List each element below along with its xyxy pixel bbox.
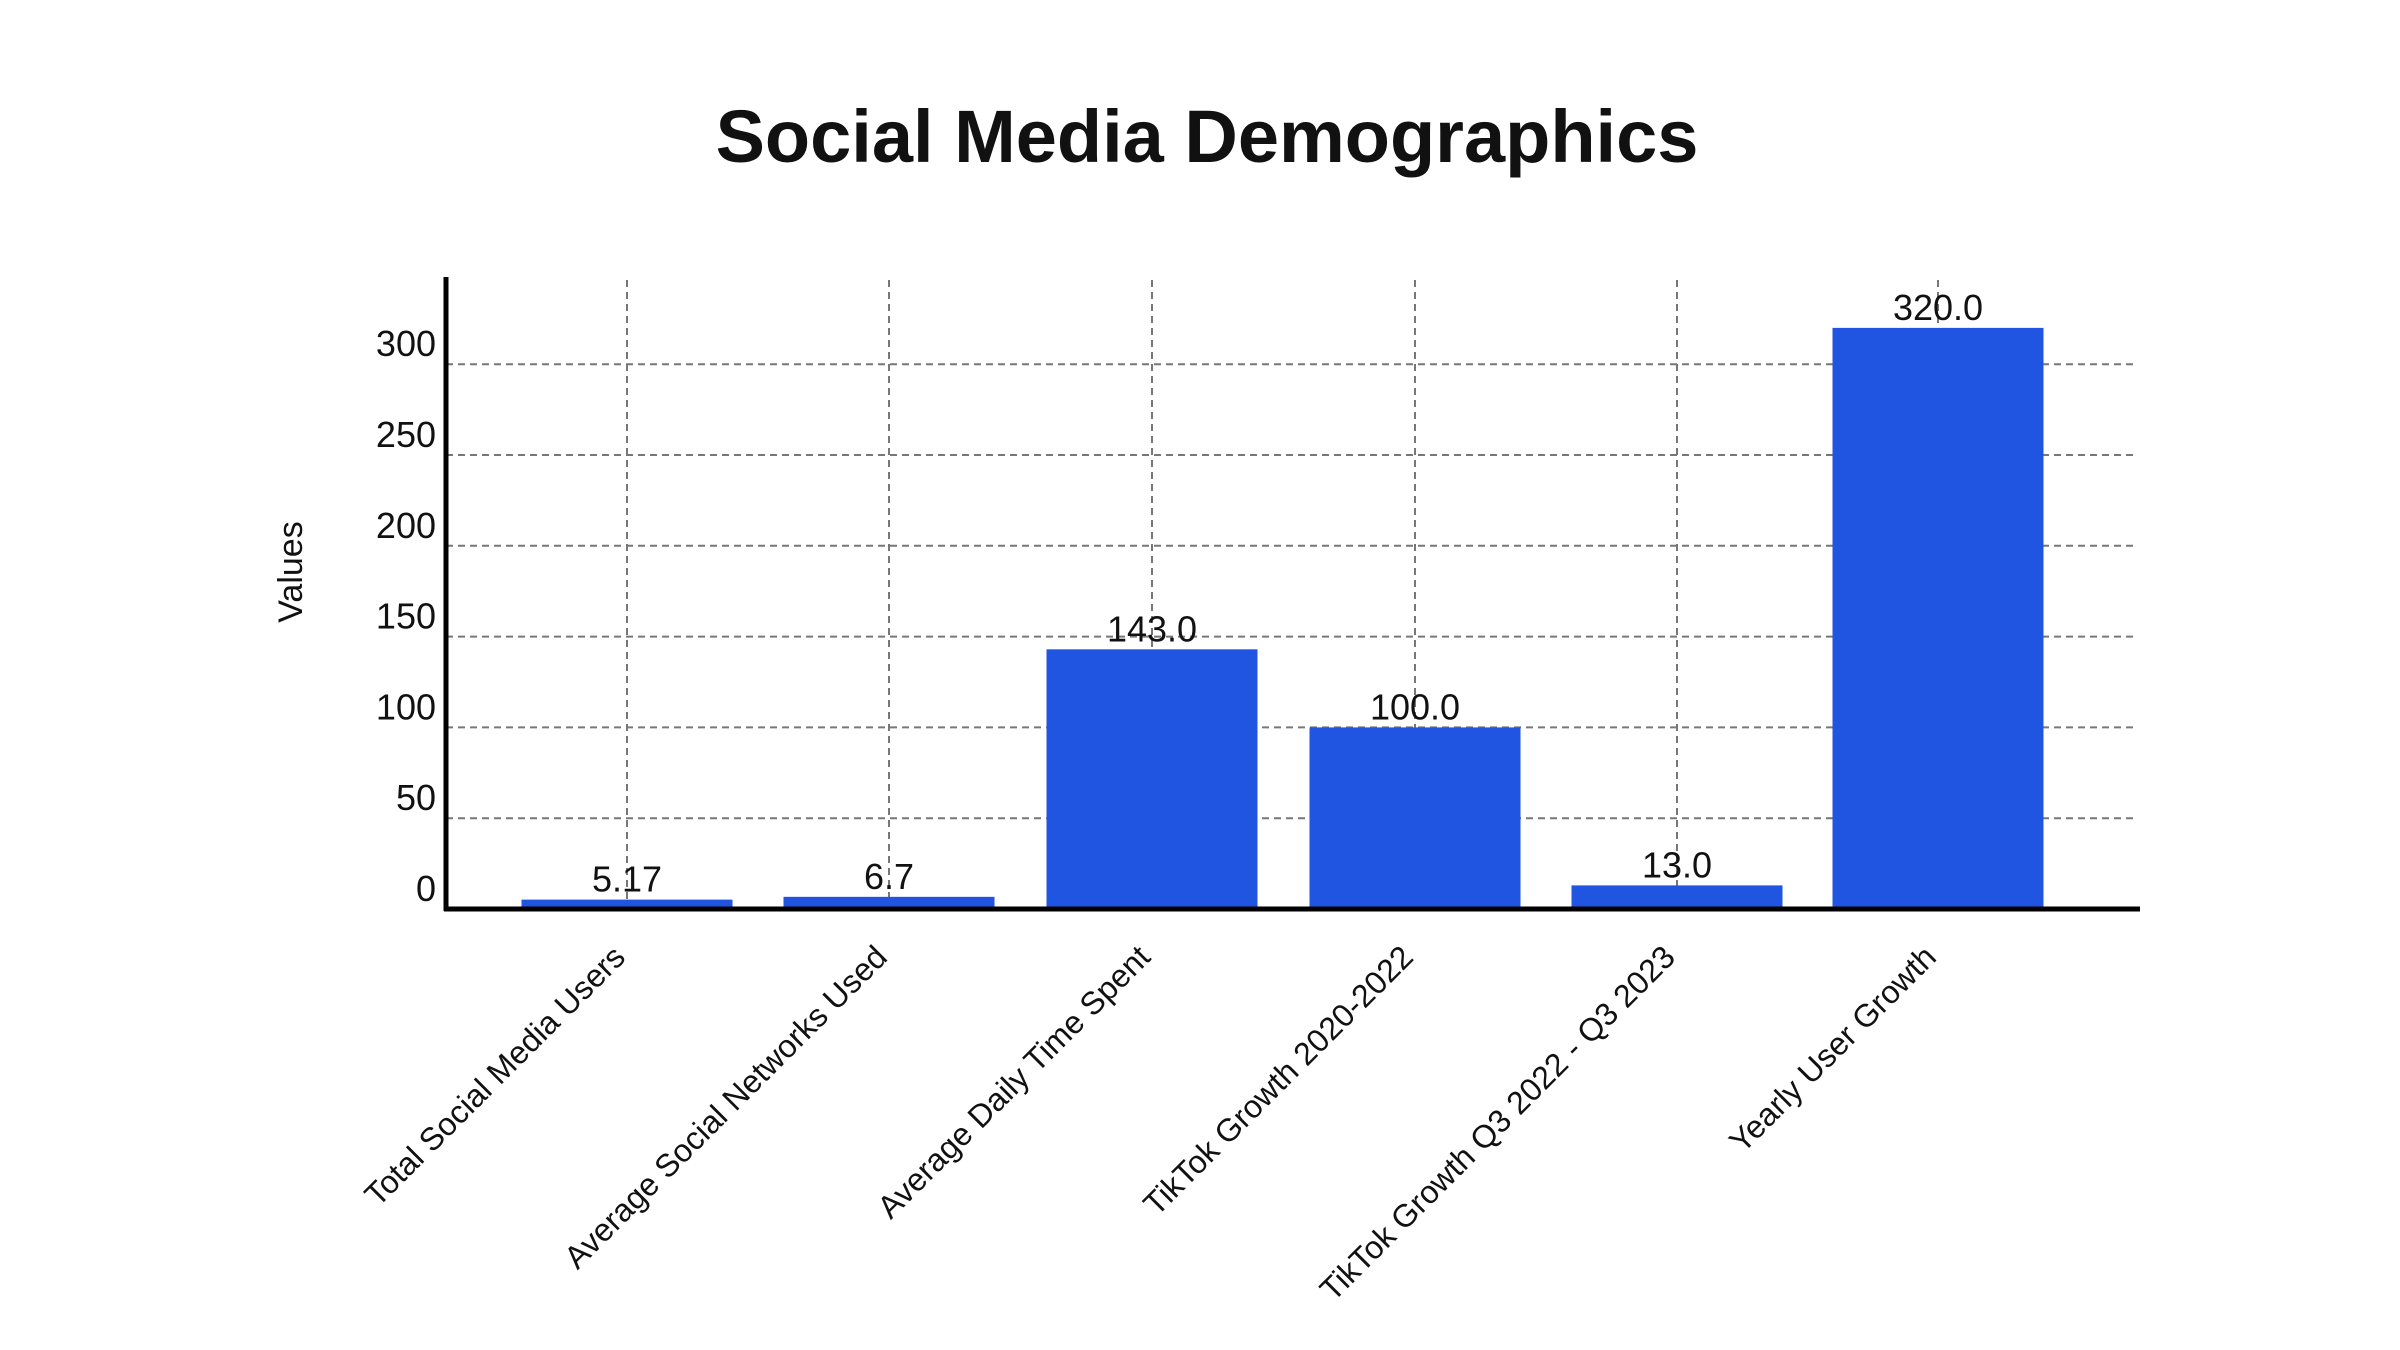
y-tick-label: 250 xyxy=(376,414,436,455)
y-tick-label: 0 xyxy=(416,868,436,909)
data-label: 13.0 xyxy=(1642,844,1712,885)
data-label: 5.17 xyxy=(592,859,662,900)
chart-title: Social Media Demographics xyxy=(716,95,1699,178)
bar xyxy=(1571,885,1783,909)
bar xyxy=(1046,649,1258,909)
x-tick-label: Yearly User Growth xyxy=(1722,938,1943,1159)
data-label: 6.7 xyxy=(864,856,914,897)
y-tick-label: 200 xyxy=(376,505,436,546)
bar xyxy=(783,896,995,909)
y-axis-label: Values xyxy=(272,521,310,622)
data-label: 320.0 xyxy=(1893,287,1983,328)
y-tick-label: 300 xyxy=(376,323,436,364)
x-tick-label: Total Social Media Users xyxy=(357,938,631,1212)
x-tick-label: TikTok Growth 2020-2022 xyxy=(1136,938,1420,1222)
bar xyxy=(1832,327,2044,909)
y-tick-label: 100 xyxy=(376,686,436,727)
data-label: 100.0 xyxy=(1370,686,1460,727)
x-tick-label: Average Daily Time Spent xyxy=(870,938,1157,1225)
data-label: 143.0 xyxy=(1107,608,1197,649)
bar xyxy=(521,899,733,909)
y-tick-label: 150 xyxy=(376,596,436,637)
x-tick-label: Average Social Networks Used xyxy=(557,938,894,1275)
bar xyxy=(1309,727,1521,909)
y-tick-label: 50 xyxy=(396,777,436,818)
